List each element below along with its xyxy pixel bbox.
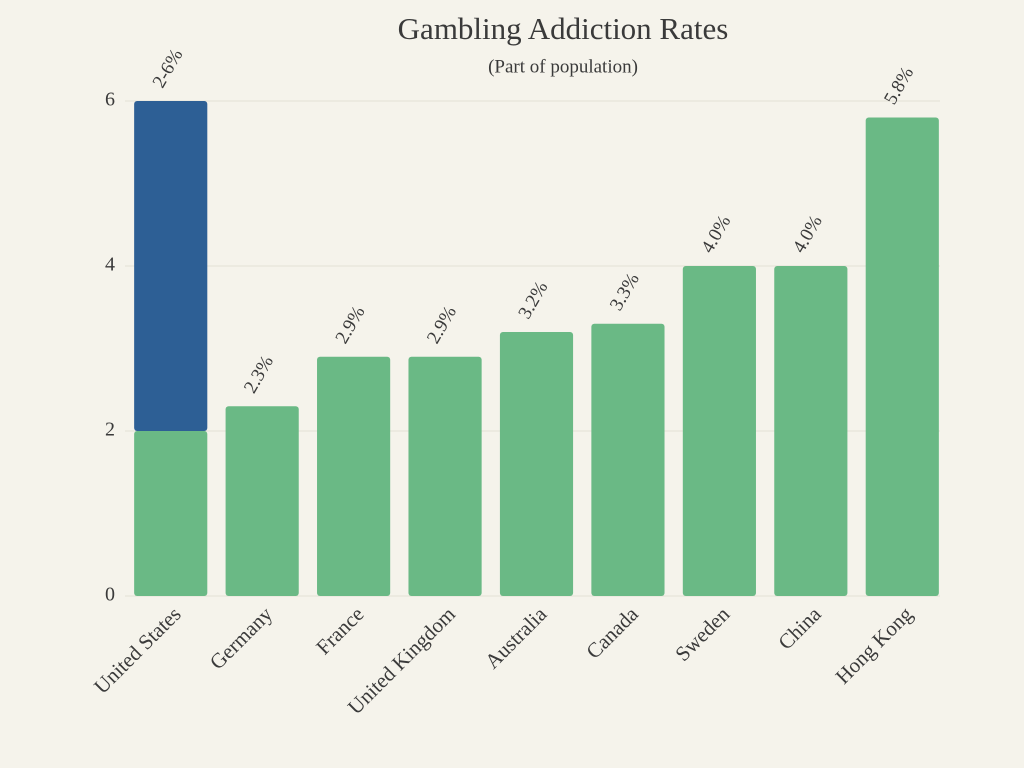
- chart-subtitle: (Part of population): [488, 56, 638, 77]
- chart-title: Gambling Addiction Rates: [398, 11, 729, 46]
- y-tick-label: 4: [105, 254, 115, 276]
- bar: [774, 266, 848, 596]
- bar: [408, 356, 482, 596]
- y-tick-label: 0: [105, 584, 115, 606]
- bar: [134, 431, 208, 596]
- bar: [682, 266, 756, 596]
- y-tick-label: 2: [105, 419, 115, 441]
- bar: [865, 117, 939, 596]
- bar: [317, 356, 391, 596]
- bar: [591, 323, 665, 596]
- bar: [499, 332, 574, 596]
- y-tick-label: 6: [105, 89, 115, 111]
- bar: [225, 406, 299, 596]
- bar: [134, 101, 208, 431]
